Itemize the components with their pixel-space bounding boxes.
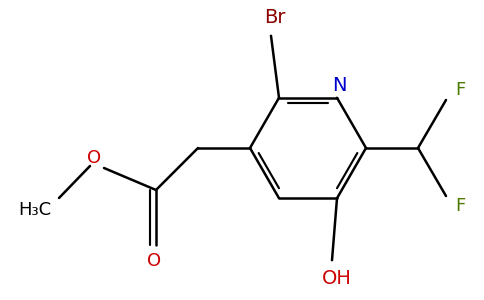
Text: Br: Br bbox=[264, 8, 286, 27]
Text: F: F bbox=[455, 197, 465, 215]
Text: O: O bbox=[147, 252, 161, 270]
Text: H₃C: H₃C bbox=[18, 201, 52, 219]
Text: OH: OH bbox=[322, 269, 352, 288]
Text: O: O bbox=[87, 149, 101, 167]
Text: N: N bbox=[332, 76, 346, 95]
Text: F: F bbox=[455, 81, 465, 99]
